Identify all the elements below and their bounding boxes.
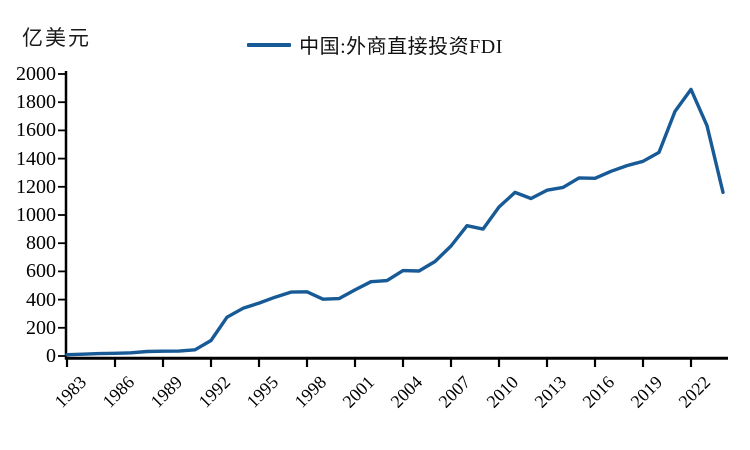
y-tick-label: 800 bbox=[26, 232, 56, 255]
y-tick-label: 200 bbox=[26, 316, 56, 339]
y-tick-label: 1800 bbox=[16, 91, 56, 114]
y-tick-label: 1200 bbox=[16, 175, 56, 198]
fdi-series-line bbox=[65, 87, 725, 357]
y-tick-label: 1400 bbox=[16, 147, 56, 170]
y-tick-label: 600 bbox=[26, 260, 56, 283]
y-tick-label: 1600 bbox=[16, 119, 56, 142]
y-tick-label: 400 bbox=[26, 288, 56, 311]
y-tick-label: 2000 bbox=[16, 63, 56, 85]
y-tick-label: 0 bbox=[46, 345, 56, 367]
y-tick-label: 1000 bbox=[16, 204, 56, 226]
y-axis-unit-label: 亿美元 bbox=[22, 27, 91, 50]
